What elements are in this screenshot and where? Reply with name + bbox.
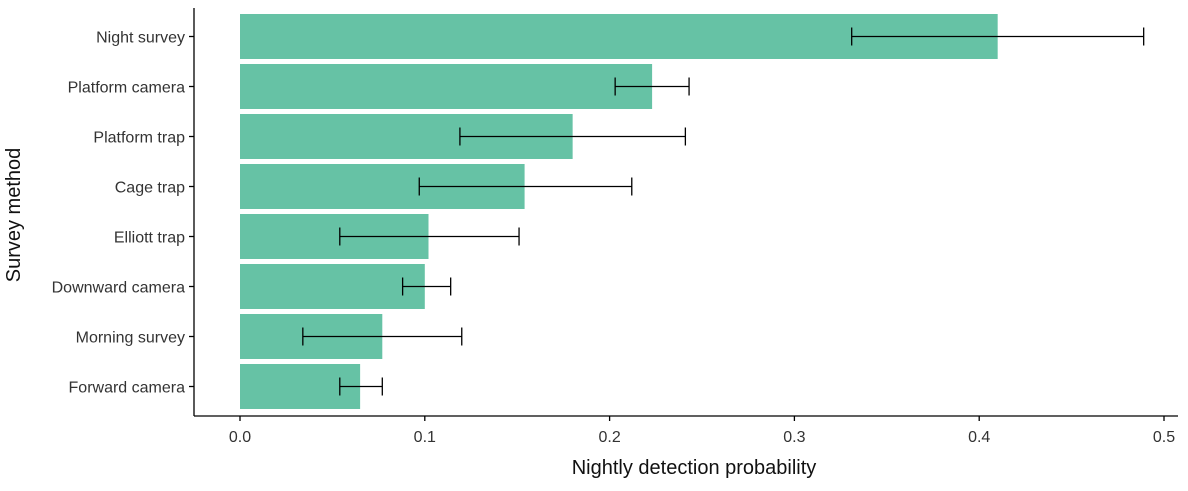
- bar-downward-camera: [240, 264, 425, 309]
- y-tick-label-platform-trap: Platform trap: [93, 130, 185, 147]
- error-bar-cage-trap: [418, 177, 633, 196]
- error-bar-elliott-trap: [339, 227, 520, 246]
- x-ticks-group: 0.0 0.1 0.2 0.3 0.4 0.5: [229, 416, 1175, 446]
- y-tick-label-morning-survey: Morning survey: [76, 330, 185, 347]
- y-tick-label-night-survey: Night survey: [96, 30, 185, 47]
- error-bar-night-survey: [851, 27, 1145, 46]
- y-tick-label-elliott-trap: Elliott trap: [114, 230, 185, 247]
- x-tick-label: 0.4: [968, 429, 990, 446]
- y-tick-label-downward-camera: Downward camera: [52, 280, 185, 297]
- bars-group: [240, 14, 998, 409]
- y-tick-label-platform-camera: Platform camera: [68, 80, 185, 97]
- x-tick-label: 0.3: [783, 429, 805, 446]
- x-tick-label: 0.0: [229, 429, 251, 446]
- error-bar-downward-camera: [401, 277, 452, 296]
- y-ticks-group: Night survey Platform camera Platform trap…: [52, 30, 194, 397]
- y-tick-label-forward-camera: Forward camera: [69, 380, 186, 397]
- y-axis-title: Survey method: [3, 148, 25, 283]
- error-bar-forward-camera: [339, 377, 383, 396]
- x-tick-label: 0.5: [1153, 429, 1175, 446]
- error-bar-platform-trap: [459, 127, 687, 146]
- x-tick-label: 0.2: [598, 429, 620, 446]
- x-tick-label: 0.1: [414, 429, 436, 446]
- bar-platform-camera: [240, 64, 653, 109]
- error-bar-platform-camera: [614, 77, 690, 96]
- x-axis-title: Nightly detection probability: [572, 457, 817, 479]
- y-tick-label-cage-trap: Cage trap: [115, 180, 185, 197]
- error-bars-group: [302, 27, 1145, 396]
- error-bar-morning-survey: [302, 327, 463, 346]
